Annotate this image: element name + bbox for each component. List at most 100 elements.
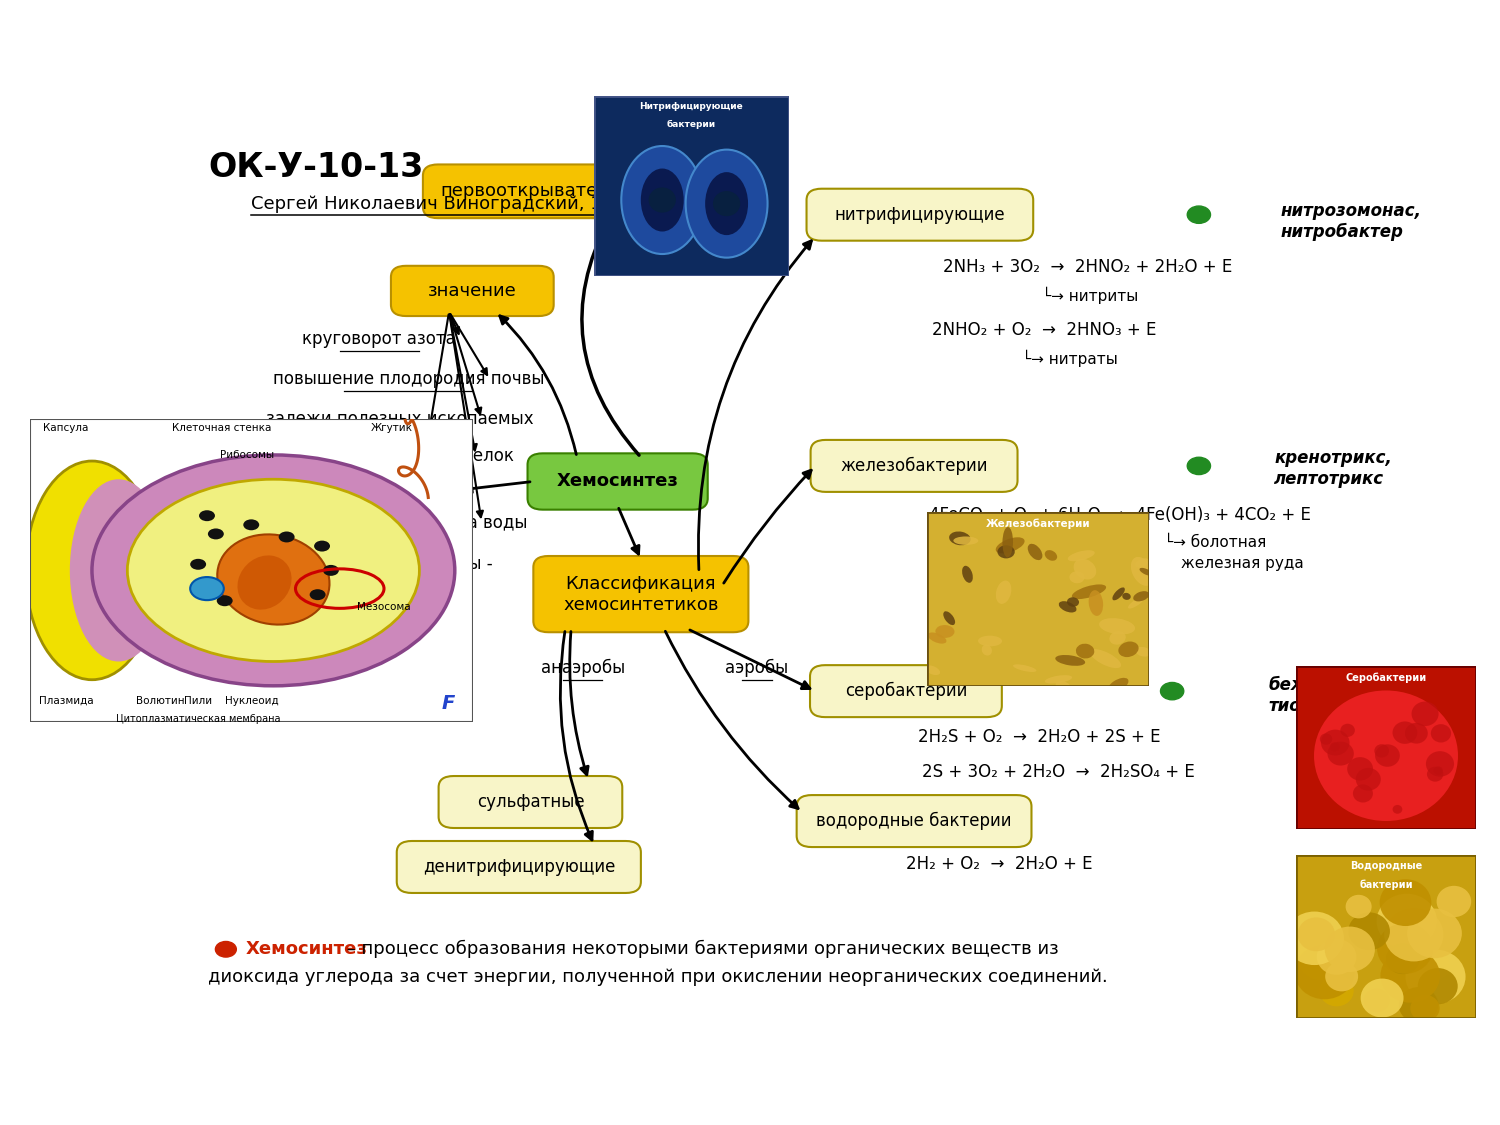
Ellipse shape <box>936 626 954 638</box>
Circle shape <box>712 191 741 216</box>
Text: 2NHO₂ + O₂  →  2HNO₃ + E: 2NHO₂ + O₂ → 2HNO₃ + E <box>932 321 1156 339</box>
Circle shape <box>1437 885 1472 917</box>
Circle shape <box>1406 950 1466 1004</box>
Circle shape <box>309 590 326 600</box>
Circle shape <box>1407 909 1462 958</box>
Ellipse shape <box>996 580 1011 604</box>
Circle shape <box>279 531 294 542</box>
Ellipse shape <box>1136 647 1150 657</box>
Circle shape <box>1320 975 1353 1007</box>
Circle shape <box>1384 908 1443 962</box>
Text: Нуклеоид: Нуклеоид <box>225 696 279 706</box>
Ellipse shape <box>1046 675 1072 684</box>
Ellipse shape <box>1140 568 1152 576</box>
Text: Клеточная стенка: Клеточная стенка <box>171 423 272 433</box>
Circle shape <box>1431 724 1450 742</box>
Circle shape <box>190 577 224 600</box>
FancyBboxPatch shape <box>438 776 622 828</box>
Ellipse shape <box>70 479 166 662</box>
Text: значение: значение <box>427 282 516 300</box>
Text: └→ нитраты: └→ нитраты <box>1022 350 1118 367</box>
Text: Пили: Пили <box>184 696 211 706</box>
Text: бежиатоа,
тиотрикс: бежиатоа, тиотрикс <box>1269 676 1370 714</box>
Text: Капсула: Капсула <box>44 423 88 433</box>
FancyBboxPatch shape <box>392 266 554 316</box>
Circle shape <box>1356 768 1382 791</box>
Text: на внутренних выростах: на внутренних выростах <box>251 529 468 547</box>
Text: 2NH₃ + 3O₂  →  2HNO₂ + 2H₂O + E: 2NH₃ + 3O₂ → 2HNO₂ + 2H₂O + E <box>944 258 1233 276</box>
Circle shape <box>1392 721 1417 744</box>
Ellipse shape <box>998 546 1016 558</box>
Text: Хемосинтез: Хемосинтез <box>246 940 368 958</box>
Ellipse shape <box>26 461 159 680</box>
Ellipse shape <box>927 632 946 644</box>
Text: Мезосома: Мезосома <box>357 602 411 612</box>
Text: анаэробы: анаэробы <box>540 658 626 677</box>
Text: Плазмида: Плазмида <box>39 696 93 706</box>
Circle shape <box>1188 206 1210 224</box>
Text: железная руда: железная руда <box>1182 556 1304 572</box>
Ellipse shape <box>1136 558 1149 567</box>
Text: Хемосинтез: Хемосинтез <box>556 472 678 490</box>
Ellipse shape <box>621 146 704 254</box>
Text: железобактерии: железобактерии <box>840 457 989 475</box>
Text: биологическая очистка воды: биологическая очистка воды <box>273 513 528 531</box>
Text: Железобактерии: Железобактерии <box>986 519 1090 530</box>
Circle shape <box>1328 741 1354 766</box>
Text: плазматической мембраны -: плазматической мембраны - <box>243 555 494 573</box>
FancyBboxPatch shape <box>796 795 1032 847</box>
Ellipse shape <box>1028 543 1042 560</box>
Text: денитрифицирующие: денитрифицирующие <box>423 858 615 876</box>
Ellipse shape <box>1131 557 1154 586</box>
Circle shape <box>1324 962 1358 991</box>
Ellipse shape <box>1113 587 1125 601</box>
Circle shape <box>314 541 330 551</box>
Circle shape <box>1364 989 1390 1012</box>
Ellipse shape <box>640 169 684 232</box>
Text: Волютин: Волютин <box>136 696 184 706</box>
Ellipse shape <box>1119 641 1138 657</box>
Circle shape <box>1347 757 1372 781</box>
Text: нитрозомонас,
нитробактер: нитрозомонас, нитробактер <box>1280 202 1422 241</box>
Circle shape <box>1410 994 1440 1022</box>
Circle shape <box>1294 945 1354 999</box>
Circle shape <box>1406 723 1428 744</box>
Text: первооткрыватель: первооткрыватель <box>441 182 620 200</box>
Ellipse shape <box>978 636 1002 647</box>
Ellipse shape <box>1107 678 1128 693</box>
Ellipse shape <box>1072 584 1106 600</box>
Circle shape <box>1418 968 1458 1005</box>
Text: диоксида углерода за счет энергии, полученной при окислении неорганических соеди: диоксида углерода за счет энергии, получ… <box>209 968 1108 986</box>
Text: Серобактерии: Серобактерии <box>1346 672 1426 683</box>
Circle shape <box>216 942 237 957</box>
Circle shape <box>216 595 232 606</box>
Circle shape <box>1360 979 1404 1017</box>
Circle shape <box>1188 457 1210 475</box>
Circle shape <box>1353 784 1372 802</box>
Text: бактерии: бактерии <box>668 120 716 129</box>
Text: Жгутик: Жгутик <box>370 423 413 433</box>
Ellipse shape <box>1068 550 1095 561</box>
Circle shape <box>1322 730 1350 756</box>
Ellipse shape <box>128 479 420 662</box>
Text: 2S + 3O₂ + 2H₂O  →  2H₂SO₄ + E: 2S + 3O₂ + 2H₂O → 2H₂SO₄ + E <box>922 763 1196 781</box>
Text: 2H₂S + O₂  →  2H₂O + 2S + E: 2H₂S + O₂ → 2H₂O + 2S + E <box>918 728 1160 746</box>
Text: мезосомах: мезосомах <box>266 580 360 598</box>
Text: сульфатные: сульфатные <box>477 793 585 811</box>
Ellipse shape <box>996 538 1024 554</box>
Text: залежи полезных ископаемых: залежи полезных ископаемых <box>267 411 534 429</box>
Circle shape <box>648 188 676 213</box>
Ellipse shape <box>950 531 970 546</box>
Text: аэробы: аэробы <box>726 658 789 677</box>
Circle shape <box>1380 880 1431 926</box>
Circle shape <box>1320 734 1332 745</box>
FancyBboxPatch shape <box>249 465 464 515</box>
FancyBboxPatch shape <box>807 189 1033 241</box>
Ellipse shape <box>1066 597 1078 606</box>
Ellipse shape <box>1074 559 1096 579</box>
Ellipse shape <box>217 534 330 624</box>
Circle shape <box>1330 742 1340 752</box>
Circle shape <box>1374 745 1389 757</box>
Text: └→ нитриты: └→ нитриты <box>1042 287 1138 304</box>
Ellipse shape <box>981 645 992 656</box>
